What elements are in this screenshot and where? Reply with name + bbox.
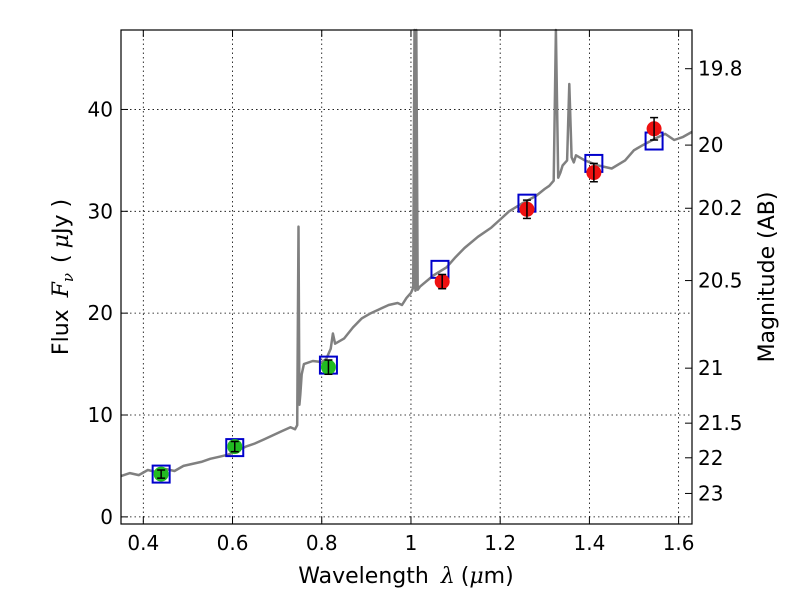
mag-tick-label: 23 bbox=[698, 481, 723, 505]
y-tick-label: 10 bbox=[88, 403, 113, 427]
x-tick-label: 1 bbox=[405, 531, 418, 555]
mag-tick-label: 21.5 bbox=[698, 411, 743, 435]
y2-axis-label: Magnitude (AB) bbox=[755, 192, 780, 363]
model-square bbox=[151, 464, 171, 484]
x-tick-label: 1.2 bbox=[484, 531, 516, 555]
tick-layer: 0.4 0.6 0.8 1 1.2 1.4 1.6 0 10 20 30 40 19.8 20 20.2 20… bbox=[88, 30, 743, 555]
x-tick-label: 1.6 bbox=[663, 531, 695, 555]
y-tick-label: 30 bbox=[88, 199, 113, 223]
x-axis-label: Wavelength λ (μm) bbox=[298, 564, 513, 589]
mag-tick-label: 22 bbox=[698, 446, 723, 470]
x-tick-label: 0.6 bbox=[217, 531, 249, 555]
mag-tick-label: 20.5 bbox=[698, 269, 743, 293]
y-tick-label: 20 bbox=[88, 301, 113, 325]
marker-layer bbox=[151, 116, 664, 484]
x-tick-label: 0.4 bbox=[127, 531, 159, 555]
y-tick-label: 40 bbox=[88, 97, 113, 121]
mag-tick-label: 20 bbox=[698, 133, 723, 157]
spectrum-line bbox=[120, 28, 693, 478]
plot-frame bbox=[120, 29, 693, 525]
x-tick-label: 1.4 bbox=[573, 531, 605, 555]
grid-lines bbox=[121, 30, 692, 524]
mag-tick-label: 21 bbox=[698, 356, 723, 380]
x-tick-label: 0.8 bbox=[306, 531, 338, 555]
mag-tick-label: 19.8 bbox=[698, 57, 743, 81]
spectrum-layer bbox=[120, 28, 693, 478]
mag-tick-label: 20.2 bbox=[698, 196, 743, 220]
y-tick-label: 0 bbox=[100, 505, 113, 529]
y-axis-label: FluxFν(μJy ) bbox=[49, 199, 77, 355]
